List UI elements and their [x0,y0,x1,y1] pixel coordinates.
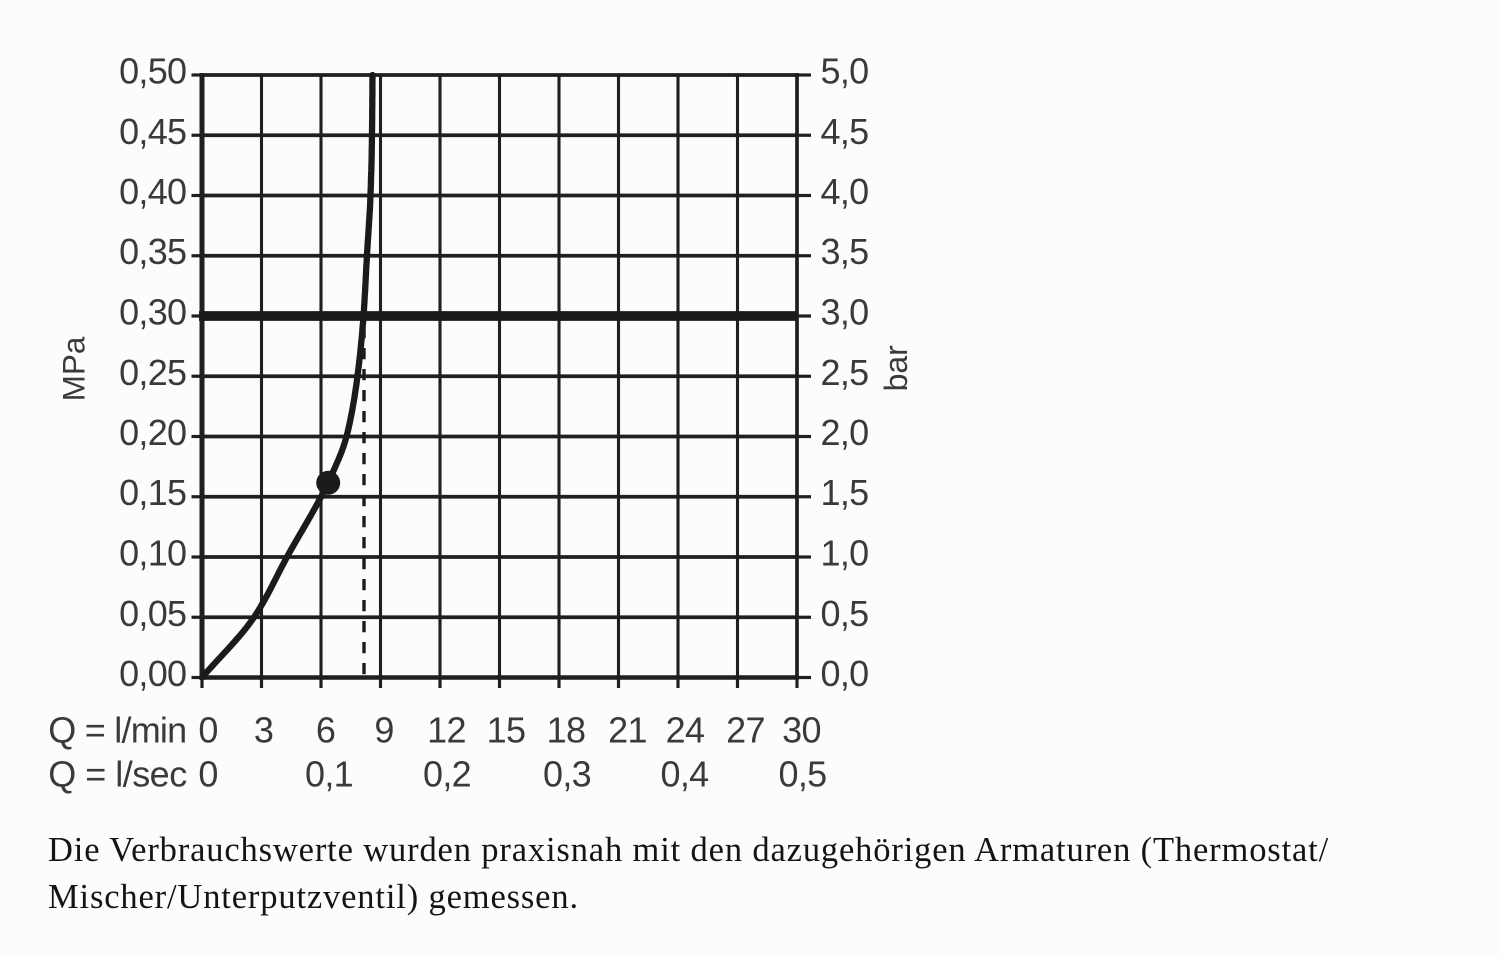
svg-text:0,05: 0,05 [119,593,186,634]
svg-text:0,4: 0,4 [661,754,709,795]
svg-text:9: 9 [374,710,393,751]
svg-text:18: 18 [547,710,586,751]
svg-text:3,5: 3,5 [821,231,869,272]
svg-text:Q = l/sec: Q = l/sec [48,754,187,795]
svg-text:0,30: 0,30 [119,292,186,333]
svg-text:24: 24 [666,710,705,751]
svg-text:4,5: 4,5 [821,111,869,152]
svg-text:MPa: MPa [56,336,92,401]
svg-text:0: 0 [198,710,217,751]
svg-text:2,0: 2,0 [821,412,869,453]
svg-text:0,25: 0,25 [119,352,186,393]
svg-text:0,40: 0,40 [119,171,186,212]
svg-text:0: 0 [198,754,217,795]
svg-text:0,5: 0,5 [821,593,869,634]
svg-text:21: 21 [608,710,647,751]
svg-text:3: 3 [254,710,273,751]
svg-text:30: 30 [782,710,821,751]
svg-text:0,5: 0,5 [779,754,827,795]
svg-text:Q = l/min: Q = l/min [48,710,187,751]
svg-text:6: 6 [316,710,335,751]
svg-text:0,0: 0,0 [821,653,869,694]
svg-text:0,35: 0,35 [119,231,186,272]
svg-text:0,3: 0,3 [543,754,591,795]
svg-text:1,5: 1,5 [821,472,869,513]
svg-text:0,2: 0,2 [423,754,471,795]
svg-text:0,50: 0,50 [119,51,186,92]
svg-text:5,0: 5,0 [821,51,869,92]
svg-text:27: 27 [726,710,765,751]
svg-text:0,00: 0,00 [119,653,186,694]
svg-text:3,0: 3,0 [821,292,869,333]
svg-text:0,15: 0,15 [119,472,186,513]
svg-text:4,0: 4,0 [821,171,869,212]
svg-text:1,0: 1,0 [821,533,869,574]
svg-text:2,5: 2,5 [821,352,869,393]
svg-text:0,45: 0,45 [119,111,186,152]
svg-text:0,10: 0,10 [119,533,186,574]
svg-text:12: 12 [427,710,466,751]
svg-text:0,20: 0,20 [119,412,186,453]
svg-text:bar: bar [878,345,914,392]
svg-text:0,1: 0,1 [305,754,353,795]
svg-text:15: 15 [487,710,526,751]
